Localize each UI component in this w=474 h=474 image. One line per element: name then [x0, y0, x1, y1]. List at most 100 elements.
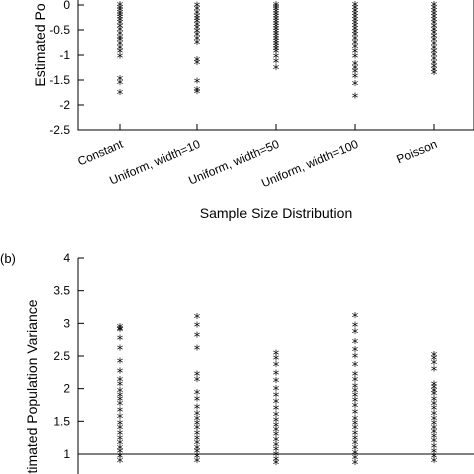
panel-b-data-point: *: [352, 419, 359, 434]
panel-a-data-point: *: [352, 92, 359, 107]
panel-b-data-point: *: [273, 360, 280, 375]
panel-b-data-point: *: [273, 445, 280, 460]
panel-a-data-point: *: [273, 47, 280, 62]
panel-b-data-point: *: [117, 451, 124, 466]
panel-b-data-point: *: [194, 409, 201, 424]
panel-a-data-point: *: [117, 18, 124, 33]
panel-a-data-point: *: [352, 67, 359, 82]
panel-b-data-point: *: [273, 397, 280, 412]
panel-a-data-point: *: [352, 27, 359, 42]
panel-a-data-point: *: [194, 20, 201, 35]
panel-b-data-point: *: [352, 401, 359, 416]
panel-b-data-point: *: [431, 379, 438, 394]
panel-a-data-point: *: [431, 15, 438, 30]
panel-b-data-point: *: [352, 423, 359, 438]
panel-a-data-point: *: [431, 25, 438, 40]
panel-b-data-point: *: [194, 394, 201, 409]
panel-b-data-point: *: [352, 321, 359, 336]
panel-b-data-point: *: [194, 330, 201, 345]
panel-b-data-point: *: [273, 410, 280, 425]
panel-a-data-point: *: [273, 24, 280, 39]
panel-b-data-point: *: [194, 370, 201, 385]
panel-b-data-point: *: [431, 447, 438, 462]
panel-b-data-point: *: [117, 443, 124, 458]
panel-a-data-point: *: [117, 35, 124, 50]
panel-b-data-point: *: [194, 438, 201, 453]
panel-b-data-point: *: [194, 443, 201, 458]
panel-a-data-point: *: [352, 42, 359, 57]
panel-a-data-point: *: [273, 4, 280, 19]
panel-a-data-point: *: [117, 8, 124, 23]
panel-b-data-point: *: [194, 423, 201, 438]
panel-a-data-point: *: [352, 30, 359, 45]
panel-a-data-point: *: [194, 85, 201, 100]
panel-b-data-point: *: [273, 404, 280, 419]
panel-a-data-point: *: [352, 9, 359, 24]
panel-b-data-point: *: [273, 368, 280, 383]
panel-a-data-point: *: [117, 33, 124, 48]
panel-b-data-point: *: [117, 456, 124, 471]
panel-a-data-point: *: [431, 22, 438, 37]
panel-b-y-tick-label: 1.5: [53, 414, 70, 428]
panel-b-data-point: *: [273, 455, 280, 470]
panel-b-data-point: *: [117, 434, 124, 449]
panel-a-data-point: *: [431, 47, 438, 62]
panel-b-data-point: *: [352, 327, 359, 342]
panel-b-data-point: *: [117, 334, 124, 349]
panel-a-data-point: *: [352, 24, 359, 39]
panel-a-data-point: *: [273, 9, 280, 24]
panel-a-data-point: *: [273, 0, 280, 15]
panel-b-data-point: *: [352, 407, 359, 422]
panel-b-data-point: *: [117, 399, 124, 414]
panel-a-data-point: *: [273, 22, 280, 37]
panel-b-y-tick-label: 3.5: [53, 284, 70, 298]
panel-b-data-point: *: [117, 438, 124, 453]
panel-a-data-point: *: [273, 63, 280, 78]
panel-b-data-point: *: [352, 360, 359, 375]
panel-b-data-point: *: [431, 353, 438, 368]
panel-b-data-point: *: [431, 404, 438, 419]
panel-b: (b) 43.532.521.51 **********************…: [0, 251, 474, 474]
panel-b-data-point: *: [117, 379, 124, 394]
panel-b-data-point: *: [352, 345, 359, 360]
panel-b-data-point: *: [273, 376, 280, 391]
panel-a-data-point: *: [273, 37, 280, 52]
panel-a-data-point: *: [273, 17, 280, 32]
panel-a-data-point: *: [194, 14, 201, 29]
panel-b-data-point: *: [431, 394, 438, 409]
panel-a-data-point: *: [352, 12, 359, 27]
panel-a-data-point: *: [194, 30, 201, 45]
panel-b-data-point: *: [352, 375, 359, 390]
panel-b-data-point: *: [352, 370, 359, 385]
panel-b-y-tick-label: 3: [63, 316, 70, 330]
panel-b-data-point: *: [431, 451, 438, 466]
panel-b-data-point: *: [117, 406, 124, 421]
panel-b-data-point: *: [194, 428, 201, 443]
panel-a-data-point: *: [194, 34, 201, 49]
panel-a-data-point: *: [117, 15, 124, 30]
panel-a-data-point: *: [194, 1, 201, 16]
panel-a-data-point: *: [273, 52, 280, 67]
panel-a-data-point: *: [194, 12, 201, 27]
panel-a-data-point: *: [431, 32, 438, 47]
panel-a-y-tick-label: 0: [63, 0, 70, 12]
panel-a-y-axis: 0 -0.5 -1 -1.5 -2 -2.5: [49, 0, 84, 137]
panel-a-data-point: *: [194, 17, 201, 32]
panel-b-data-point: *: [352, 438, 359, 453]
panel-b-data-point: *: [352, 453, 359, 468]
panel-b-data-point: *: [431, 358, 438, 373]
panel-b-data-point: *: [273, 353, 280, 368]
panel-a-data-point: *: [117, 52, 124, 67]
panel-b-data-point: *: [352, 311, 359, 326]
panel-b-data-point: *: [431, 409, 438, 424]
panel-a-data-point: *: [431, 6, 438, 21]
panel-b-data-point: *: [352, 337, 359, 352]
panel-b-data-point: *: [117, 375, 124, 390]
panel-b-data-point: *: [194, 434, 201, 449]
panel-a-data-point: *: [431, 35, 438, 50]
panel-b-data-point: *: [431, 364, 438, 379]
panel-a-data-point: *: [431, 43, 438, 58]
panel-a-data-point: *: [431, 65, 438, 80]
